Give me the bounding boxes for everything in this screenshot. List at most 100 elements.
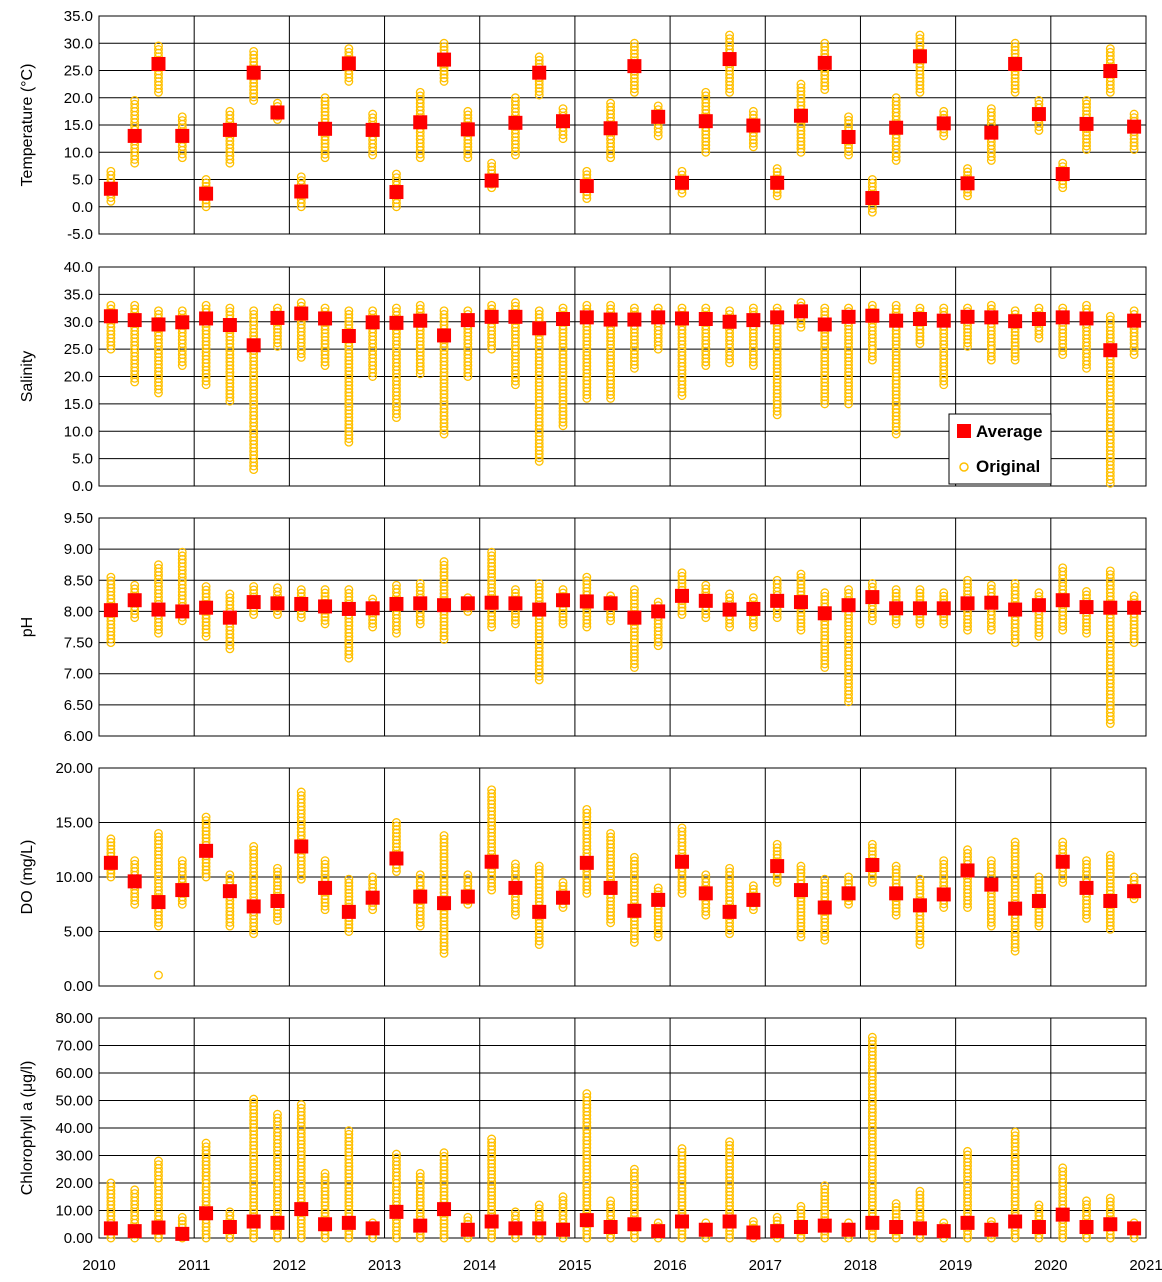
original-point	[487, 1138, 497, 1147]
original-point	[558, 612, 568, 622]
average-marker	[1103, 343, 1118, 358]
original-point	[534, 865, 544, 875]
original-point	[1082, 99, 1091, 109]
original-point	[415, 578, 425, 588]
average-marker	[579, 594, 594, 609]
original-point	[963, 579, 972, 589]
original-point	[534, 83, 544, 93]
average-marker	[222, 1220, 237, 1234]
original-point	[154, 41, 163, 51]
average-marker	[508, 1221, 523, 1236]
average-marker	[1103, 1217, 1118, 1232]
original-point	[201, 1142, 211, 1152]
average-marker	[936, 887, 951, 902]
average-marker	[484, 309, 499, 324]
original-point	[391, 303, 401, 313]
original-point	[1105, 850, 1115, 860]
original-point	[534, 306, 544, 316]
original-point	[130, 856, 140, 866]
original-point	[344, 585, 354, 595]
original-point	[1105, 1197, 1115, 1207]
original-point	[582, 572, 592, 582]
original-point	[177, 306, 187, 316]
average-marker	[1127, 313, 1142, 328]
original-point	[963, 1150, 972, 1160]
original-point	[249, 582, 259, 591]
average-marker	[389, 596, 404, 611]
original-point	[415, 1172, 425, 1182]
original-point	[986, 580, 996, 590]
original-point	[391, 818, 401, 827]
original-point	[201, 812, 211, 822]
original-point	[106, 170, 116, 180]
original-point	[606, 98, 616, 108]
average-marker	[1127, 884, 1142, 899]
original-point	[772, 846, 782, 856]
average-marker	[532, 904, 547, 919]
original-point	[677, 823, 687, 833]
average-marker	[270, 596, 285, 611]
average-marker	[127, 1224, 142, 1239]
original-point	[415, 91, 425, 101]
y-tick-label: 15.00	[55, 815, 93, 832]
original-point	[772, 164, 782, 174]
original-point	[582, 576, 592, 586]
y-tick-label: -5.0	[67, 226, 93, 243]
original-point	[391, 580, 401, 590]
original-point	[867, 839, 877, 849]
original-point	[725, 34, 735, 44]
original-point	[1058, 841, 1068, 851]
original-point	[796, 79, 806, 89]
original-point	[891, 861, 901, 871]
original-point	[986, 856, 996, 866]
y-tick-label: 10.00	[55, 1203, 93, 1220]
original-point	[391, 169, 401, 179]
original-point	[1034, 876, 1044, 885]
average-marker	[1008, 901, 1023, 916]
average-marker	[912, 898, 927, 913]
original-point	[296, 172, 306, 182]
average-marker	[389, 1204, 404, 1219]
original-point	[439, 1148, 449, 1158]
original-point	[1010, 582, 1020, 592]
original-point	[177, 551, 187, 561]
original-point	[130, 1185, 140, 1195]
y-tick-label: 0.00	[64, 1230, 93, 1247]
original-point	[820, 307, 830, 317]
average-marker	[318, 311, 333, 326]
average-marker	[698, 114, 713, 129]
original-point	[701, 87, 711, 97]
average-marker	[413, 115, 428, 130]
original-point	[1010, 1131, 1020, 1141]
average-marker	[817, 606, 832, 621]
original-point	[891, 619, 901, 629]
original-point	[677, 166, 687, 176]
average-marker	[817, 1218, 832, 1233]
original-point	[939, 859, 949, 869]
average-marker	[1008, 602, 1023, 617]
original-point	[344, 874, 354, 884]
original-point	[986, 104, 996, 114]
original-point	[106, 834, 116, 844]
original-point	[891, 1233, 901, 1243]
original-point	[487, 1134, 497, 1144]
original-point	[344, 44, 354, 54]
original-point	[1010, 841, 1020, 851]
original-point	[1105, 570, 1115, 580]
original-point	[558, 1196, 568, 1205]
original-point	[534, 861, 544, 871]
original-point	[582, 194, 592, 204]
original-point	[273, 863, 282, 873]
original-point	[1058, 837, 1068, 847]
y-tick-label: 80.00	[55, 1010, 93, 1027]
x-tick-label: 2021	[1129, 1257, 1162, 1274]
average-marker	[603, 880, 618, 895]
average-marker	[246, 1214, 261, 1229]
average-marker	[722, 1214, 737, 1229]
original-point	[249, 842, 259, 851]
average-marker	[365, 890, 380, 905]
average-marker	[199, 311, 214, 326]
original-point	[130, 584, 140, 594]
original-point	[225, 874, 235, 883]
original-point	[748, 593, 758, 603]
